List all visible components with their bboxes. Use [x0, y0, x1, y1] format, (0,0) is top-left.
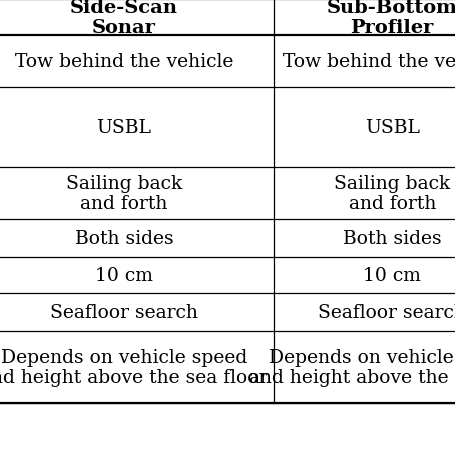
Text: Sub-Bottom
Profiler: Sub-Bottom Profiler — [326, 0, 455, 37]
Text: Sailing back
and forth: Sailing back and forth — [334, 174, 450, 213]
Text: USBL: USBL — [364, 119, 419, 136]
Text: Tow behind the vehicle: Tow behind the vehicle — [15, 53, 233, 71]
Text: Depends on vehicle speed
and height above the sea floor: Depends on vehicle speed and height abov… — [0, 348, 267, 387]
Text: Both sides: Both sides — [75, 229, 173, 248]
Text: Side-Scan
Sonar: Side-Scan Sonar — [70, 0, 177, 37]
Text: 10 cm: 10 cm — [95, 267, 152, 284]
Text: Seafloor search: Seafloor search — [50, 303, 197, 321]
Text: Both sides: Both sides — [342, 229, 440, 248]
Text: 10 cm: 10 cm — [363, 267, 420, 284]
Text: Seafloor search: Seafloor search — [318, 303, 455, 321]
Text: USBL: USBL — [96, 119, 151, 136]
Text: Sailing back
and forth: Sailing back and forth — [66, 174, 182, 213]
Text: Tow behind the vehicle: Tow behind the vehicle — [283, 53, 455, 71]
Text: Depends on vehicle speed
and height above the sea floor: Depends on vehicle speed and height abov… — [248, 348, 455, 387]
